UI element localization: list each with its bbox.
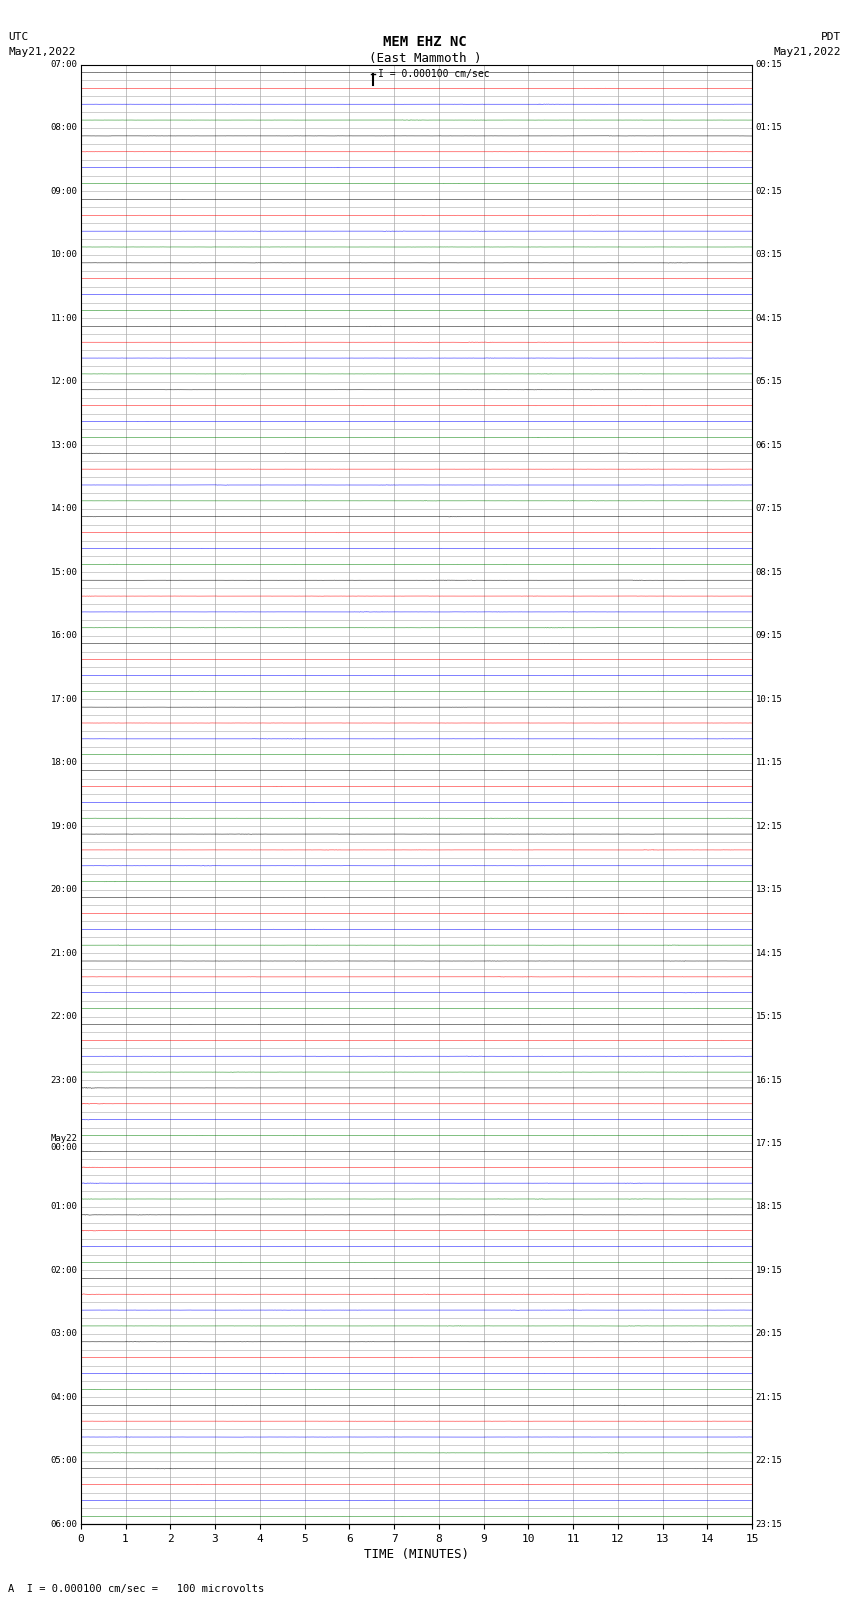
- Text: 03:00: 03:00: [50, 1329, 77, 1339]
- Text: 12:15: 12:15: [756, 821, 783, 831]
- Text: UTC: UTC: [8, 32, 29, 42]
- Text: 14:15: 14:15: [756, 948, 783, 958]
- Text: 04:15: 04:15: [756, 315, 783, 323]
- Text: PDT: PDT: [821, 32, 842, 42]
- Text: 00:15: 00:15: [756, 60, 783, 69]
- Text: A  I = 0.000100 cm/sec =   100 microvolts: A I = 0.000100 cm/sec = 100 microvolts: [8, 1584, 264, 1594]
- Text: I = 0.000100 cm/sec: I = 0.000100 cm/sec: [378, 69, 490, 79]
- Text: 06:15: 06:15: [756, 440, 783, 450]
- Text: 18:00: 18:00: [50, 758, 77, 768]
- Text: 20:15: 20:15: [756, 1329, 783, 1339]
- Text: 14:00: 14:00: [50, 505, 77, 513]
- Text: 21:00: 21:00: [50, 948, 77, 958]
- Text: 13:00: 13:00: [50, 440, 77, 450]
- Text: 07:00: 07:00: [50, 60, 77, 69]
- Text: May21,2022: May21,2022: [774, 47, 842, 56]
- Text: 12:00: 12:00: [50, 377, 77, 387]
- Text: 08:00: 08:00: [50, 124, 77, 132]
- Text: 05:15: 05:15: [756, 377, 783, 387]
- Text: 09:00: 09:00: [50, 187, 77, 195]
- Text: 17:15: 17:15: [756, 1139, 783, 1148]
- Text: 18:15: 18:15: [756, 1202, 783, 1211]
- Text: 05:00: 05:00: [50, 1457, 77, 1465]
- Text: MEM EHZ NC: MEM EHZ NC: [383, 35, 467, 50]
- Text: 15:15: 15:15: [756, 1011, 783, 1021]
- Text: 01:00: 01:00: [50, 1202, 77, 1211]
- Text: 11:00: 11:00: [50, 315, 77, 323]
- Text: 06:00: 06:00: [50, 1519, 77, 1529]
- Text: 16:00: 16:00: [50, 631, 77, 640]
- Text: 21:15: 21:15: [756, 1394, 783, 1402]
- Text: 17:00: 17:00: [50, 695, 77, 703]
- Text: 02:00: 02:00: [50, 1266, 77, 1274]
- Text: 23:15: 23:15: [756, 1519, 783, 1529]
- Text: 09:15: 09:15: [756, 631, 783, 640]
- Text: 10:15: 10:15: [756, 695, 783, 703]
- Text: 02:15: 02:15: [756, 187, 783, 195]
- Text: 23:00: 23:00: [50, 1076, 77, 1084]
- Text: 13:15: 13:15: [756, 886, 783, 894]
- Text: 10:00: 10:00: [50, 250, 77, 260]
- Text: 08:15: 08:15: [756, 568, 783, 577]
- X-axis label: TIME (MINUTES): TIME (MINUTES): [364, 1548, 469, 1561]
- Text: 07:15: 07:15: [756, 505, 783, 513]
- Text: May21,2022: May21,2022: [8, 47, 76, 56]
- Text: 22:00: 22:00: [50, 1011, 77, 1021]
- Text: May22
00:00: May22 00:00: [50, 1134, 77, 1152]
- Text: 04:00: 04:00: [50, 1394, 77, 1402]
- Text: 19:15: 19:15: [756, 1266, 783, 1274]
- Text: 19:00: 19:00: [50, 821, 77, 831]
- Text: 20:00: 20:00: [50, 886, 77, 894]
- Text: 22:15: 22:15: [756, 1457, 783, 1465]
- Text: 03:15: 03:15: [756, 250, 783, 260]
- Text: 15:00: 15:00: [50, 568, 77, 577]
- Text: 16:15: 16:15: [756, 1076, 783, 1084]
- Text: 11:15: 11:15: [756, 758, 783, 768]
- Text: (East Mammoth ): (East Mammoth ): [369, 52, 481, 65]
- Text: 01:15: 01:15: [756, 124, 783, 132]
